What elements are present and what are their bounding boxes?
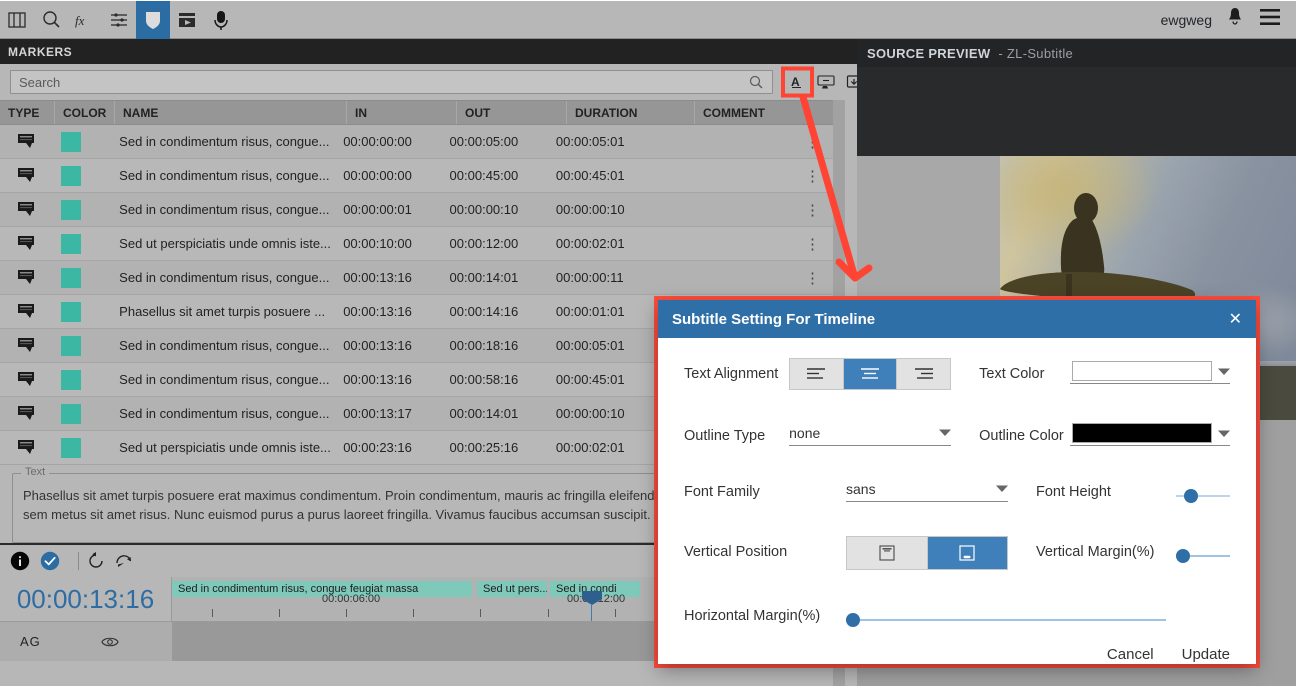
svg-text:fx: fx [75, 13, 85, 28]
svg-text:A: A [791, 75, 800, 89]
